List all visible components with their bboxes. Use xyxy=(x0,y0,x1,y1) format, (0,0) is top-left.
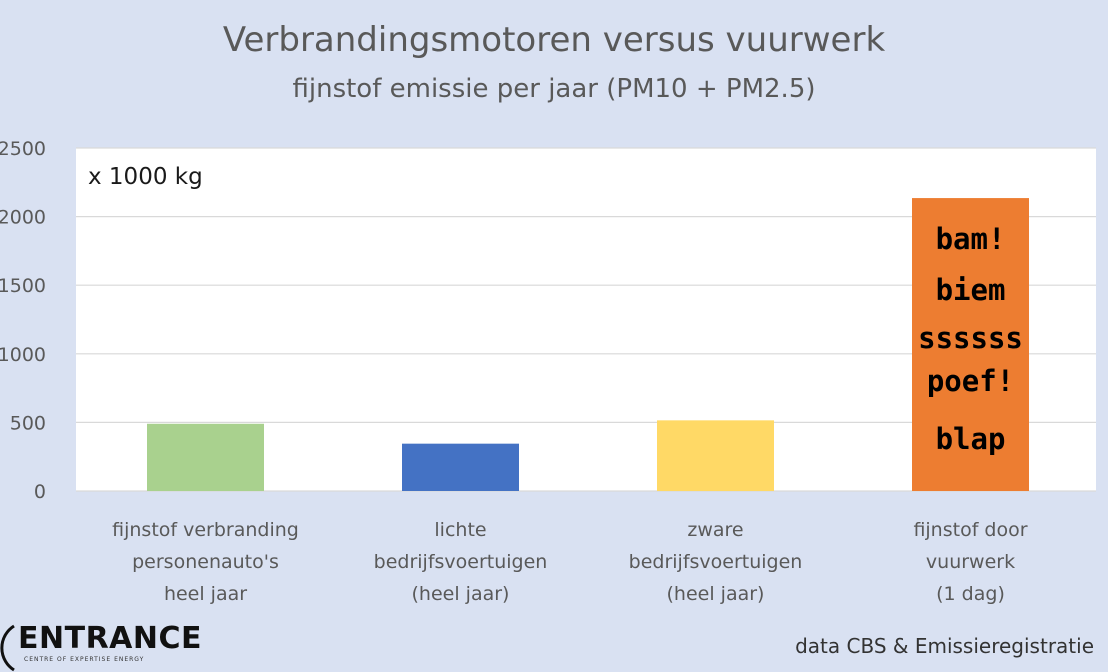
x-tick-label: fijnstof door xyxy=(913,519,1027,541)
x-tick-label: heel jaar xyxy=(164,583,247,605)
x-tick-label: vuurwerk xyxy=(926,551,1015,573)
chart-subtitle: fijnstof emissie per jaar (PM10 + PM2.5) xyxy=(292,74,816,104)
logo-tagline: CENTRE OF EXPERTISE ENERGY xyxy=(24,656,145,663)
y-tick-label: 1500 xyxy=(0,275,46,297)
bar-annotation: ssssss xyxy=(918,321,1023,355)
bar-annotation: biem xyxy=(936,273,1006,307)
unit-label: x 1000 kg xyxy=(88,164,203,190)
x-tick-label: zware xyxy=(687,519,743,541)
bar xyxy=(657,420,774,491)
y-tick-label: 2500 xyxy=(0,138,46,160)
x-tick-label: (heel jaar) xyxy=(667,583,765,605)
x-tick-label: fijnstof verbranding xyxy=(112,519,299,541)
chart-title: Verbrandingsmotoren versus vuurwerk xyxy=(222,20,886,60)
x-tick-label: lichte xyxy=(434,519,486,541)
logo-name: ENTRANCE xyxy=(18,621,202,656)
x-tick-label: bedrijfsvoertuigen xyxy=(629,551,803,573)
y-tick-label: 2000 xyxy=(0,207,46,229)
x-tick-label: bedrijfsvoertuigen xyxy=(374,551,548,573)
bar xyxy=(147,423,264,491)
bar-annotation: blap xyxy=(936,422,1006,456)
y-tick-label: 1000 xyxy=(0,344,46,366)
bar xyxy=(912,198,1029,491)
bar-annotation: bam! xyxy=(936,222,1006,256)
x-tick-label: (1 dag) xyxy=(936,583,1005,605)
bar xyxy=(402,443,519,491)
data-source: data CBS & Emissieregistratie xyxy=(795,634,1094,658)
y-tick-label: 500 xyxy=(10,412,46,434)
bar-annotation: poef! xyxy=(927,364,1014,398)
x-tick-label: (heel jaar) xyxy=(412,583,510,605)
entrance-logo xyxy=(0,624,15,672)
x-tick-label: personenauto's xyxy=(132,551,279,573)
y-tick-label: 0 xyxy=(34,481,46,503)
